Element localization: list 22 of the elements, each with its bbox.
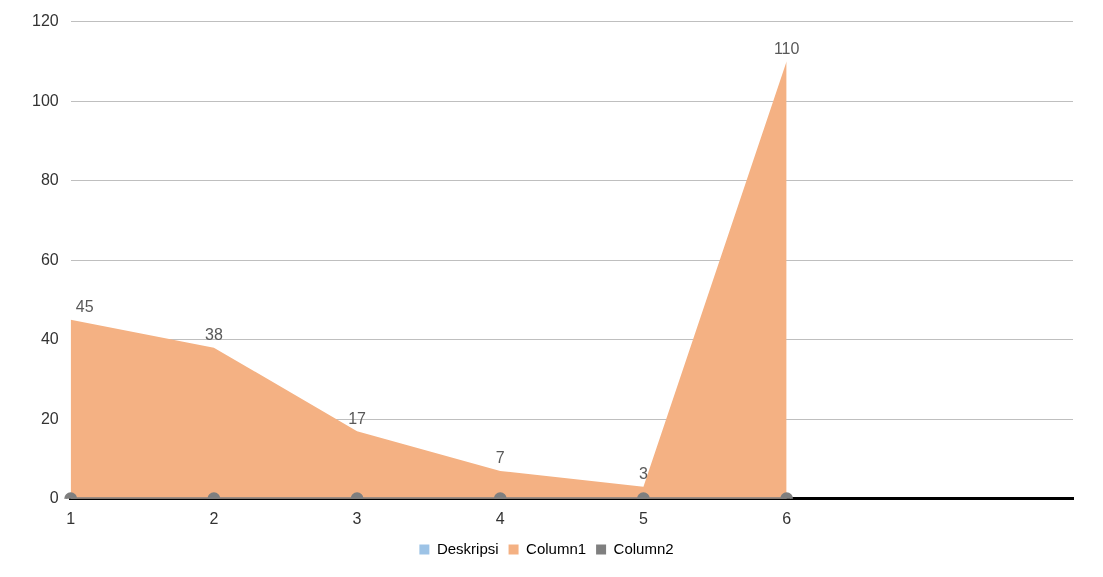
data-label: 7 [495, 449, 505, 467]
legend-label: Column1 [526, 539, 587, 557]
y-tick-label: 60 [40, 250, 59, 268]
y-tick-label: 40 [40, 330, 59, 348]
x-tick-label: 3 [352, 509, 362, 527]
y-tick-label: 100 [31, 91, 59, 109]
x-tick-label: 2 [209, 509, 219, 527]
data-label: 38 [204, 326, 223, 344]
y-tick-label: 120 [31, 12, 59, 30]
y-tick-label: 0 [49, 489, 59, 507]
x-tick-label: 5 [638, 509, 648, 527]
data-label: 3 [638, 465, 648, 483]
legend-label: Deskripsi [436, 539, 499, 557]
y-tick-label: 20 [40, 409, 59, 427]
data-label: 45 [75, 298, 94, 316]
data-label: 110 [773, 39, 800, 57]
data-label: 17 [348, 409, 367, 427]
x-tick-label: 6 [782, 509, 792, 527]
x-tick-label: 1 [66, 509, 76, 527]
x-tick-label: 4 [495, 509, 505, 527]
legend-label: Column2 [613, 539, 674, 557]
y-tick-label: 80 [40, 171, 59, 189]
